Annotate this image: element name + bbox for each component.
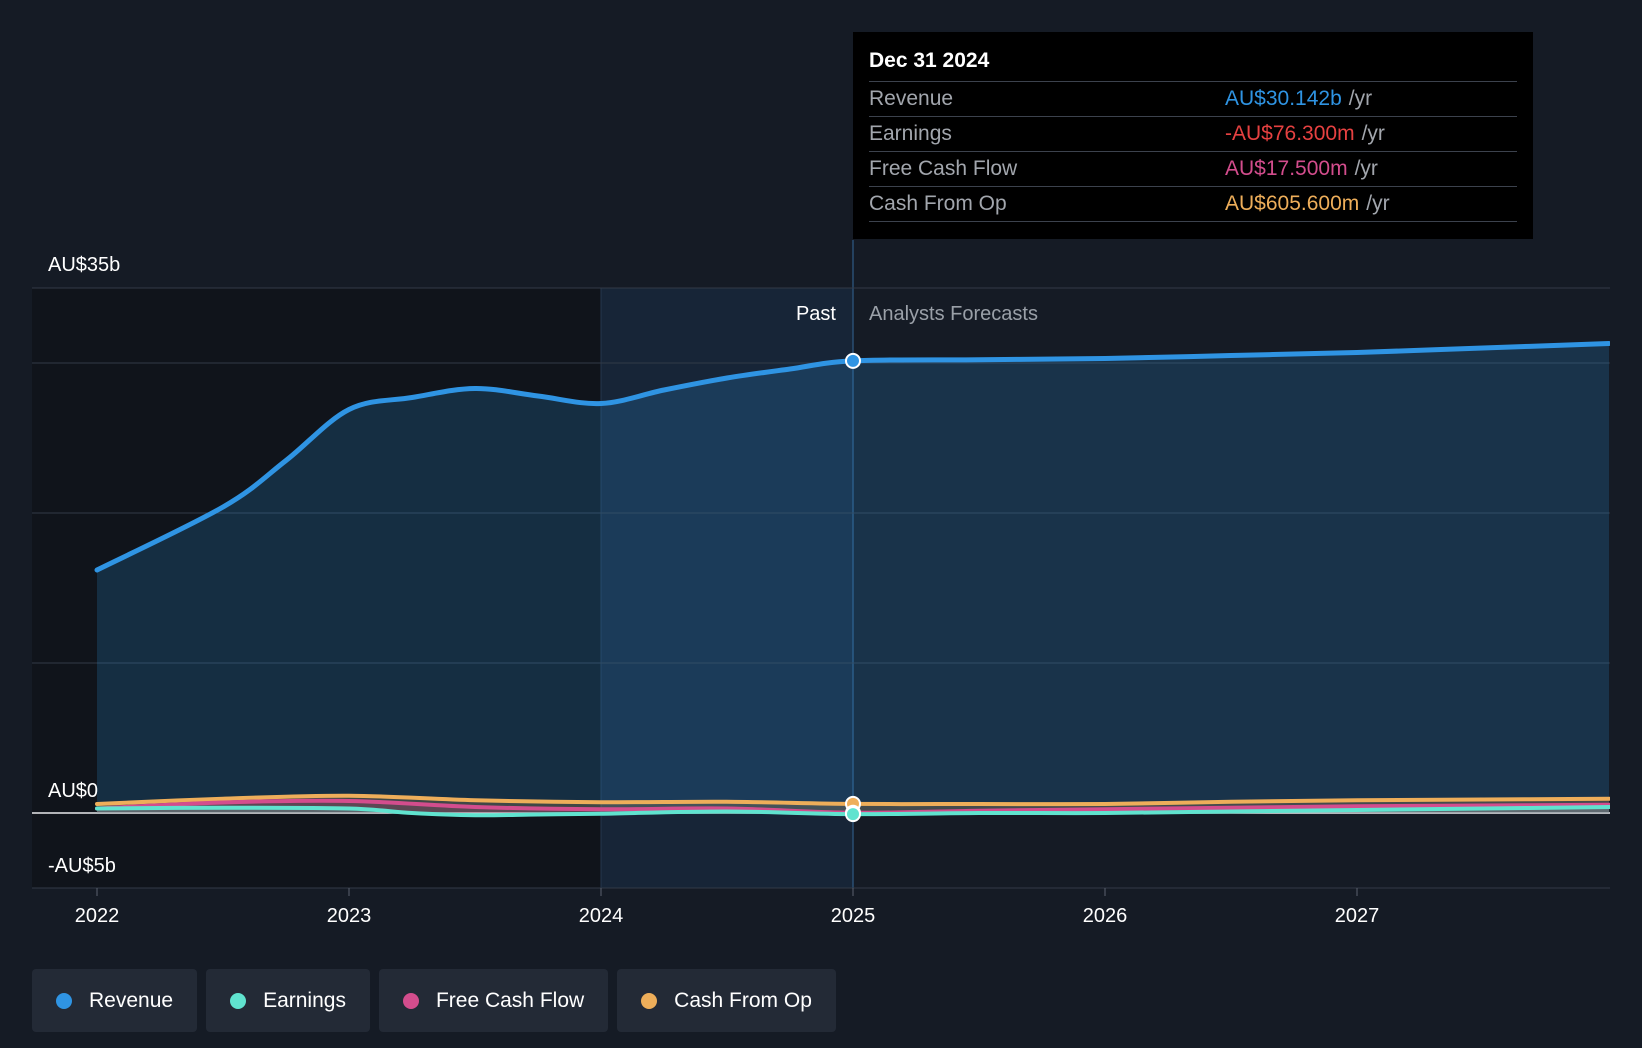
- tooltip-unit: /yr: [1354, 157, 1378, 180]
- earnings-area: [97, 807, 1609, 816]
- legend-item-revenue[interactable]: Revenue: [32, 969, 198, 1032]
- tooltip-unit: /yr: [1348, 87, 1373, 110]
- y-axis-label: -AU$5b: [48, 855, 116, 877]
- legend-label: Earnings: [263, 988, 346, 1012]
- tooltip-row-revenue: Revenue AU$30.142b /yr: [869, 82, 1517, 117]
- x-axis-label: 2023: [327, 905, 372, 927]
- tooltip-value: AU$605.600m: [1225, 192, 1360, 215]
- past-region-bg: [32, 288, 601, 888]
- tooltip-row-cash-from-op: Cash From Op AU$605.600m /yr: [869, 187, 1517, 222]
- legend: Revenue Earnings Free Cash Flow Cash Fro…: [32, 969, 836, 1032]
- x-axis-label: 2022: [75, 905, 120, 927]
- tooltip-date: Dec 31 2024: [869, 46, 1517, 82]
- tooltip-value: AU$17.500m: [1225, 157, 1348, 180]
- x-axis-label: 2027: [1335, 905, 1380, 927]
- tooltip: Dec 31 2024 Revenue AU$30.142b /yr Earni…: [853, 32, 1533, 239]
- tooltip-unit: /yr: [1361, 122, 1385, 145]
- legend-item-free-cash-flow[interactable]: Free Cash Flow: [378, 969, 609, 1032]
- tooltip-value: -AU$76.300m: [1225, 122, 1355, 145]
- tooltip-label: Cash From Op: [869, 192, 1007, 215]
- tooltip-label: Revenue: [869, 87, 954, 110]
- forecast-label: Analysts Forecasts: [869, 303, 1038, 325]
- legend-item-earnings[interactable]: Earnings: [206, 969, 370, 1032]
- earnings-dot-icon: [230, 992, 247, 1009]
- revenue-dot-icon: [56, 992, 72, 1009]
- legend-label: Revenue: [89, 988, 174, 1012]
- earnings-marker: [845, 806, 861, 823]
- x-axis-label: 2026: [1083, 905, 1128, 927]
- chart: AU$35b AU$0 -AU$5b 2022 2023 2024 2025 2026 2027…: [32, 240, 1610, 927]
- x-axis-label: 2025: [831, 905, 876, 927]
- tooltip-unit: /yr: [1366, 192, 1390, 215]
- tooltip-label: Earnings: [869, 122, 952, 145]
- tooltip-row-free-cash-flow: Free Cash Flow AU$17.500m /yr: [869, 152, 1517, 187]
- x-axis-label: 2024: [579, 905, 624, 927]
- tooltip-label: Free Cash Flow: [869, 157, 1018, 180]
- cash-from-op-dot-icon: [641, 992, 658, 1009]
- legend-label: Free Cash Flow: [435, 988, 585, 1012]
- legend-item-cash-from-op[interactable]: Cash From Op: [617, 969, 836, 1032]
- tooltip-value: AU$30.142b: [1225, 87, 1342, 110]
- earnings-line: [95, 805, 1610, 818]
- revenue-line: [94, 341, 1610, 573]
- tooltip-row-earnings: Earnings -AU$76.300m /yr: [869, 117, 1517, 152]
- highlight-region-bg: [601, 288, 853, 888]
- y-axis-label: AU$0: [48, 780, 98, 802]
- free-cash-flow-dot-icon: [402, 992, 419, 1009]
- y-axis-label: AU$35b: [48, 254, 120, 276]
- past-label: Past: [796, 303, 836, 325]
- legend-label: Cash From Op: [674, 988, 812, 1012]
- revenue-marker: [845, 352, 861, 369]
- revenue-area: [97, 343, 1609, 813]
